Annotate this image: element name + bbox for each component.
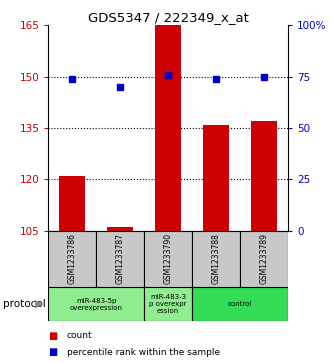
Bar — [251, 121, 277, 231]
Text: GSM1233789: GSM1233789 — [259, 233, 269, 284]
Text: count: count — [67, 331, 92, 340]
Text: GSM1233787: GSM1233787 — [116, 233, 125, 284]
Title: GDS5347 / 222349_x_at: GDS5347 / 222349_x_at — [88, 11, 249, 24]
Text: GSM1233786: GSM1233786 — [68, 233, 77, 284]
Text: ▶: ▶ — [35, 299, 44, 309]
Text: ■: ■ — [48, 347, 58, 357]
Bar — [48, 231, 96, 287]
Text: percentile rank within the sample: percentile rank within the sample — [67, 348, 220, 356]
Bar — [192, 287, 288, 321]
Text: GSM1233788: GSM1233788 — [211, 233, 221, 284]
Bar — [96, 231, 144, 287]
Text: GSM1233790: GSM1233790 — [164, 233, 173, 284]
Bar — [155, 25, 181, 231]
Bar — [144, 287, 192, 321]
Bar — [59, 176, 86, 231]
Text: control: control — [228, 301, 252, 307]
Bar — [48, 287, 144, 321]
Bar — [203, 125, 229, 231]
Bar — [192, 231, 240, 287]
Text: miR-483-3
p overexpr
ession: miR-483-3 p overexpr ession — [150, 294, 187, 314]
Bar — [144, 231, 192, 287]
Text: ■: ■ — [48, 331, 58, 341]
Bar — [107, 227, 134, 231]
Text: miR-483-5p
overexpression: miR-483-5p overexpression — [70, 298, 123, 310]
Text: protocol: protocol — [3, 299, 46, 309]
Bar — [240, 231, 288, 287]
